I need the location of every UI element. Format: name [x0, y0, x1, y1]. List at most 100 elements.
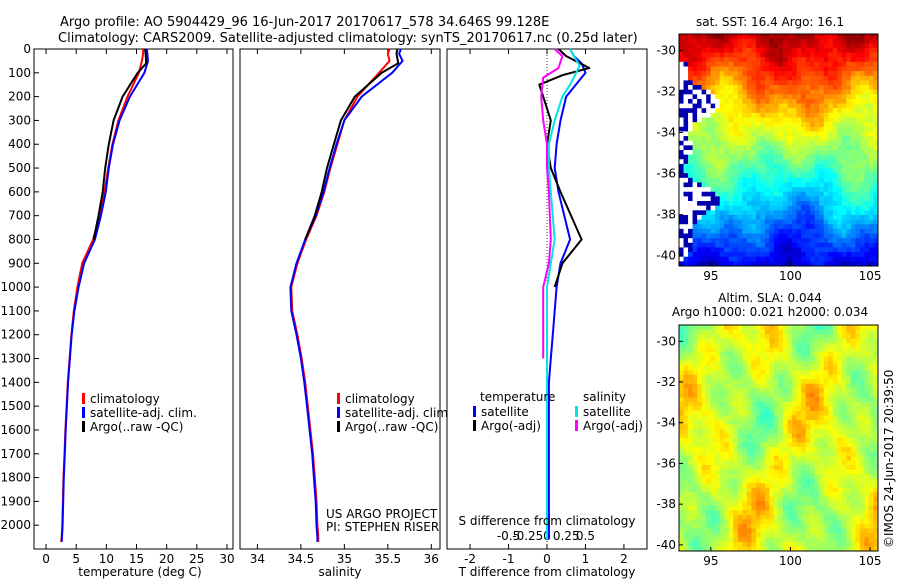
map-cell [692, 136, 698, 142]
map-cell [683, 406, 689, 412]
map-cell [764, 541, 771, 548]
map-cell [710, 528, 716, 534]
map-cell [715, 329, 721, 335]
map-cell [805, 242, 811, 249]
map-cell [760, 325, 766, 331]
map-cell [859, 224, 866, 230]
map-cell [828, 261, 834, 266]
map-cell [787, 374, 793, 380]
map-cell [819, 451, 825, 457]
map-cell [855, 80, 861, 86]
map-cell [683, 191, 689, 197]
map-cell [796, 546, 802, 551]
map-cell [751, 228, 757, 235]
map-cell [787, 505, 793, 511]
map-cell [719, 483, 725, 489]
map-cell [868, 406, 875, 412]
map-cell [760, 43, 766, 49]
map-cell [688, 523, 694, 529]
map-cell [801, 43, 807, 49]
map-cell [837, 205, 843, 211]
map-cell [792, 325, 798, 331]
map-cell [859, 532, 866, 539]
map-cell [855, 505, 861, 511]
map-cell [701, 108, 707, 114]
map-cell [742, 496, 748, 502]
map-cell [724, 80, 730, 86]
map-cell [733, 103, 739, 109]
map-cell [778, 338, 784, 344]
map-cell [787, 98, 793, 105]
map-cell [728, 89, 734, 95]
map-cell [832, 126, 838, 133]
map-cell [769, 487, 775, 493]
map-cell [764, 392, 771, 398]
map-cell [846, 182, 852, 188]
map-cell [692, 187, 698, 193]
map-cell [683, 487, 689, 493]
map-cell [832, 537, 838, 543]
map-cell [778, 388, 784, 394]
map-cell [692, 505, 698, 511]
map-cell [864, 238, 870, 244]
map-cell [697, 487, 703, 493]
map-cell [832, 442, 838, 448]
map-cell [855, 108, 861, 114]
map-cell [773, 383, 780, 389]
map-cell [764, 182, 771, 188]
map-cell [692, 451, 698, 457]
map-cell [805, 47, 811, 54]
map-cell [832, 352, 838, 358]
map-cell [683, 80, 689, 86]
map-cell [859, 163, 866, 170]
map-cell [846, 546, 852, 551]
map-cell [737, 469, 743, 475]
map-cell [737, 492, 743, 498]
map-cell [841, 483, 847, 489]
map-cell [792, 85, 798, 91]
map-cell [679, 196, 685, 202]
map-cell [760, 501, 766, 507]
map-cell [823, 94, 829, 100]
map-cell [810, 352, 816, 358]
map-cell [746, 523, 752, 529]
map-cell [846, 478, 852, 484]
map-cell [792, 242, 798, 249]
map-cell [801, 424, 807, 430]
map-cell [764, 201, 771, 207]
map-cell [742, 361, 748, 367]
map-cell [697, 43, 703, 49]
map-cell [823, 460, 829, 466]
map-cell [760, 383, 766, 389]
map-cell [859, 256, 866, 262]
map-cell [819, 187, 825, 193]
map-cell [697, 61, 703, 68]
map-cell [706, 492, 712, 498]
map-cell [755, 474, 762, 480]
map-cell [855, 343, 861, 349]
map-cell [724, 210, 730, 216]
map-cell [868, 383, 875, 389]
map-cell [719, 537, 725, 543]
map-cell [679, 98, 685, 105]
map-cell [769, 329, 775, 335]
map-cell [724, 438, 730, 444]
map-cell [823, 66, 829, 72]
map-cell [701, 419, 707, 426]
map-cell [701, 52, 707, 58]
map-cell [719, 71, 725, 77]
map-cell [868, 159, 875, 165]
map-cell [814, 126, 820, 133]
map-cell [733, 173, 739, 179]
map-cell [755, 325, 762, 331]
map-cell [819, 112, 825, 119]
map-cell [728, 187, 734, 193]
map-cell [697, 154, 703, 160]
map-cell [733, 496, 739, 502]
map-cell [783, 447, 789, 453]
map-cell [832, 478, 838, 484]
map-cell [868, 94, 875, 100]
map-cell [697, 191, 703, 197]
map-cell [769, 261, 775, 266]
map-cell [823, 487, 829, 493]
